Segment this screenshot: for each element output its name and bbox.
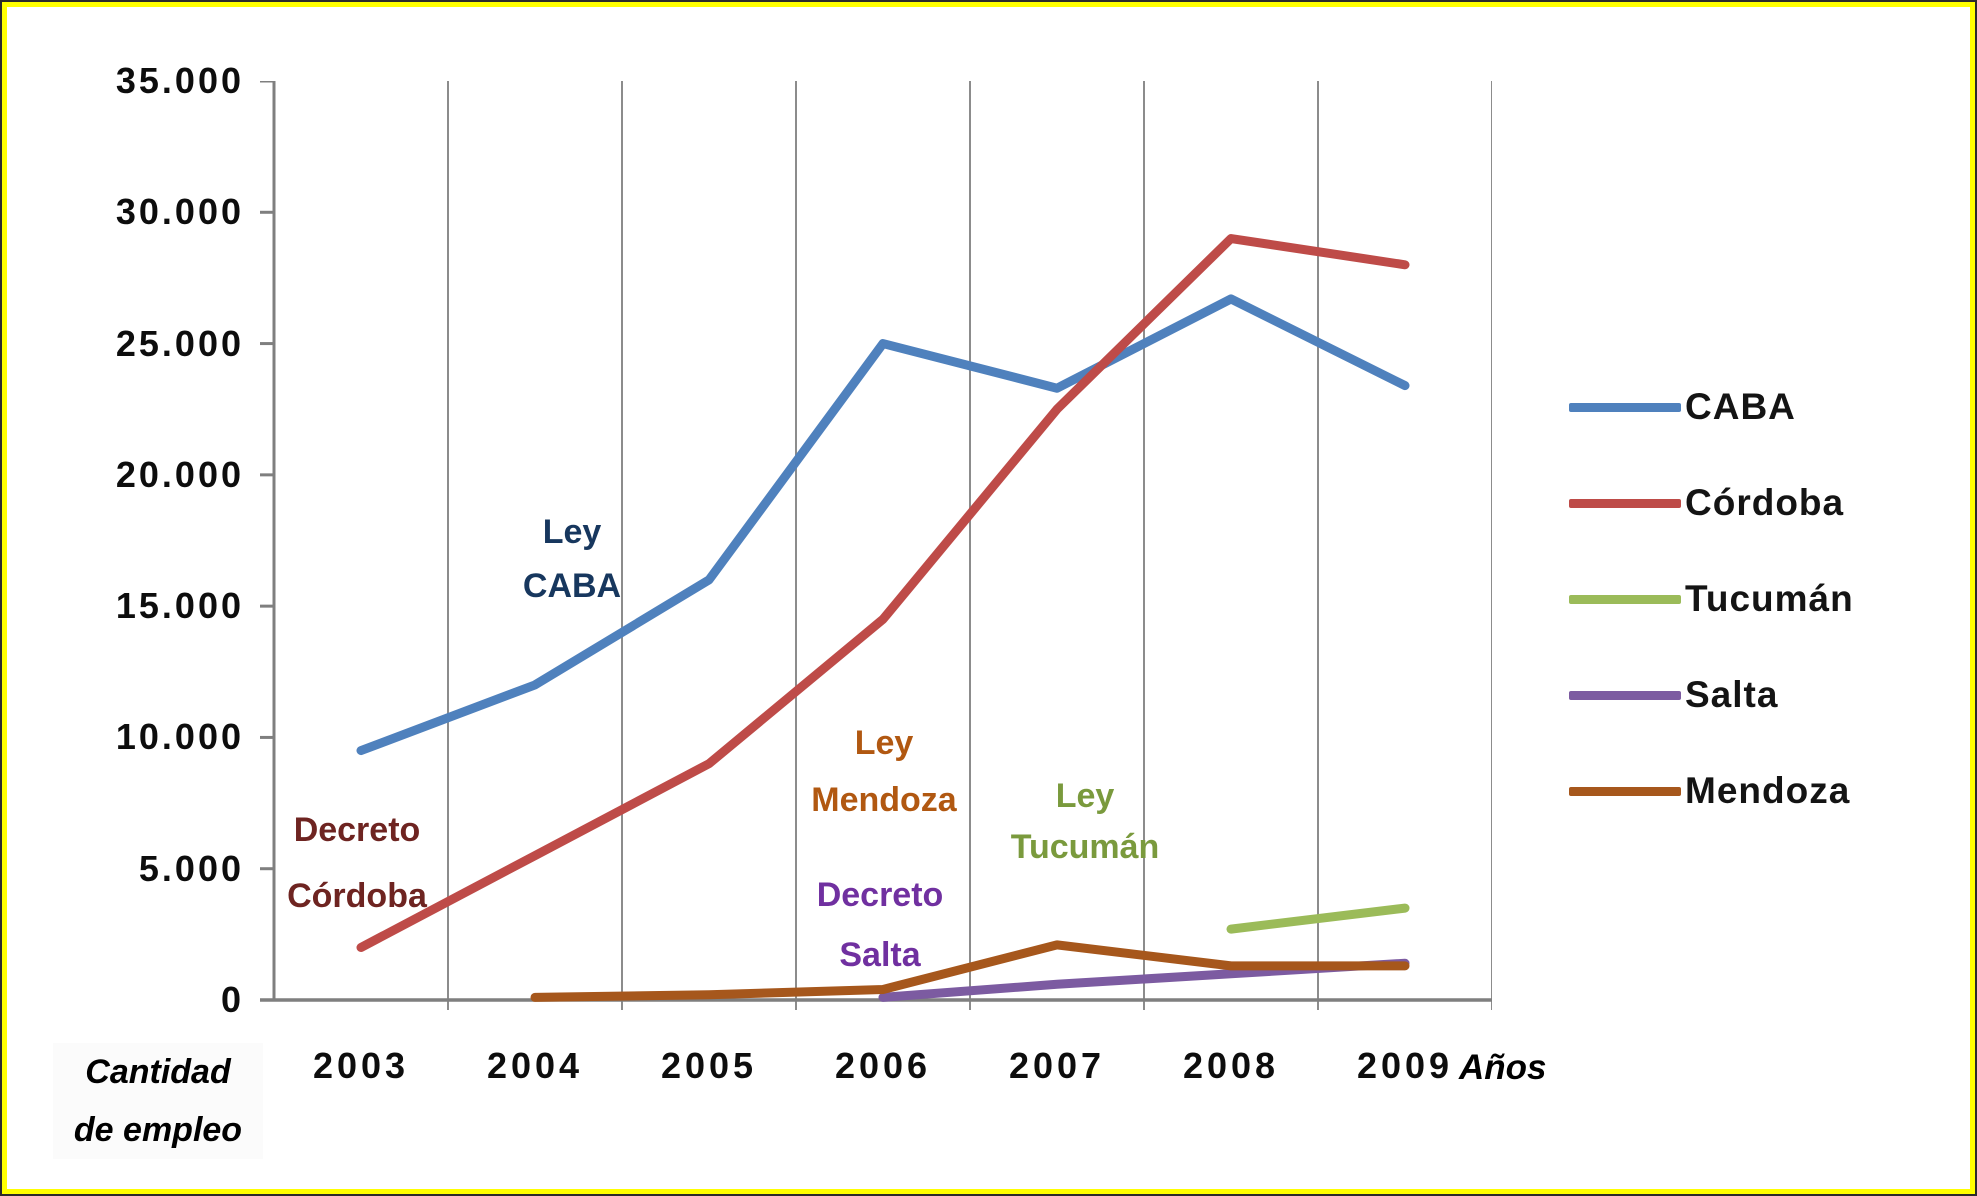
legend-line-sample [1569,690,1681,700]
annotation-decreto-salta: Decreto Salta [817,865,944,985]
annotation-line: Salta [839,936,921,974]
y-tick-label: 0 [220,979,244,1020]
y-tick-label: 25.000 [115,322,244,364]
x-tick-label: 2006 [834,1045,932,1086]
legend-label: Córdoba [1685,482,1845,523]
y-tick-label: 10.000 [115,716,244,758]
y-tick-label: 35.000 [115,60,244,101]
x-tick-label: 2004 [486,1045,584,1086]
annotation-ley-mendoza: Ley Mendoza [811,715,956,829]
legend-line-sample [1569,786,1681,796]
y-tick-label: 5.000 [138,847,244,889]
annotation-line: Ley [1055,777,1115,815]
annotation-line: Córdoba [287,877,427,915]
y-axis-title-line1: Cantidad [85,1053,231,1091]
legend-item-caba: CABA [1569,359,1959,455]
legend-line-sample [1569,402,1681,412]
line-chart: 35.000 30.000 25.000 20.000 15.000 10.000 5.00… [7,7,1970,1189]
x-tick-label: 2003 [312,1045,410,1086]
y-axis-title-line2: de empleo [73,1111,243,1149]
legend-item-mendoza: Mendoza [1569,743,1959,839]
annotation-line: Ley [854,724,914,762]
legend: CABA Córdoba Tucumán Salta Mendoza [1569,359,1959,839]
legend-line-sample [1569,498,1681,508]
y-tick-label: 20.000 [115,453,244,495]
legend-line-sample [1569,594,1681,604]
legend-item-tucuman: Tucumán [1569,551,1959,647]
y-tick-label: 30.000 [115,191,244,233]
legend-label: CABA [1685,386,1796,427]
series-line-caba [356,294,1410,756]
series-line-mendoza [530,940,1410,1002]
series-line-cordoba [356,234,1410,952]
annotation-decreto-cordoba: Decreto Córdoba [287,797,427,929]
legend-item-cordoba: Córdoba [1569,455,1959,551]
legend-item-salta: Salta [1569,647,1959,743]
legend-label: Mendoza [1685,770,1851,811]
annotation-line: Ley [542,513,602,551]
y-axis-title: Cantidad de empleo [53,1043,263,1159]
legend-label: Salta [1685,674,1779,715]
annotation-line: Decreto [816,876,944,914]
annotation-line: Mendoza [811,781,957,819]
annotation-ley-caba: Ley CABA [523,505,621,613]
y-tick-label: 15.000 [115,585,244,627]
annotation-ley-tucuman: Ley Tucumán [1011,771,1160,873]
x-axis-title: Años [1459,1048,1547,1087]
legend-label: Tucumán [1685,578,1854,619]
x-tick-label: 2005 [660,1045,758,1086]
annotation-line: CABA [522,567,622,605]
x-tick-label: 2007 [1008,1045,1106,1086]
x-tick-label: 2009 [1356,1045,1454,1086]
x-tick-label: 2008 [1182,1045,1280,1086]
plot-area [260,81,1492,1010]
annotation-line: Tucumán [1010,828,1160,866]
series-line-tucuman [1226,903,1410,934]
annotation-line: Decreto [293,811,421,849]
